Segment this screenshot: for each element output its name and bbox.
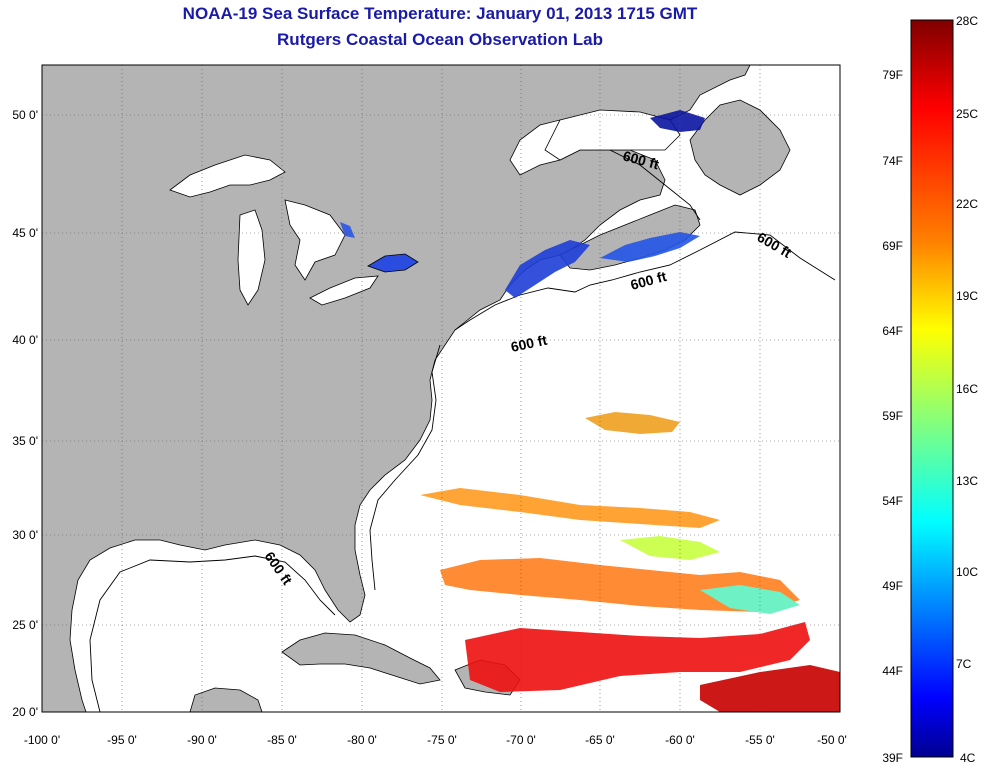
- fahrenheit-tick: 49F: [882, 579, 903, 593]
- celsius-tick: 10C: [956, 565, 978, 579]
- sst-warm-33n: [420, 488, 720, 528]
- sst-overlay: [340, 110, 840, 712]
- lat-tick: 30 0': [12, 528, 38, 542]
- lat-tick: 25 0': [12, 618, 38, 632]
- sst-hot-22n: [465, 622, 810, 692]
- celsius-tick: 25C: [956, 107, 978, 121]
- sst-cold-scotian: [600, 232, 700, 262]
- isobath-600ft: [89, 149, 836, 713]
- fahrenheit-tick: 44F: [882, 664, 903, 678]
- celsius-tick: 19C: [956, 289, 978, 303]
- lake-huron: [284, 199, 346, 281]
- colorbar-celsius-labels: 28C 25C 22C 19C 16C 13C 10C 7C 4C: [956, 14, 978, 765]
- colorbar-fahrenheit-labels: 79F 74F 69F 64F 59F 54F 49F 44F 39F: [882, 68, 903, 765]
- sst-cold-gulf-of-maine: [505, 240, 590, 298]
- celsius-tick: 7C: [956, 657, 972, 671]
- lon-tick: -50 0': [817, 733, 847, 747]
- longitude-axis: -100 0' -95 0' -90 0' -85 0' -80 0' -75 …: [24, 733, 847, 747]
- map-title: NOAA-19 Sea Surface Temperature: January…: [182, 4, 698, 23]
- land-nova-scotia: [559, 204, 701, 271]
- lat-tick: 40 0': [12, 333, 38, 347]
- celsius-tick: 22C: [956, 197, 978, 211]
- fahrenheit-tick: 79F: [882, 68, 903, 82]
- sst-cool-fringe: [700, 585, 800, 614]
- lon-tick: -80 0': [347, 733, 377, 747]
- lon-tick: -100 0': [24, 733, 60, 747]
- sst-mild-fringe: [620, 536, 720, 560]
- lon-tick: -55 0': [745, 733, 775, 747]
- map-frame: [41, 64, 841, 713]
- sst-warm-36n: [585, 412, 680, 434]
- fahrenheit-tick: 69F: [882, 239, 903, 253]
- lat-tick: 35 0': [12, 434, 38, 448]
- celsius-tick: 13C: [956, 474, 978, 488]
- lat-tick: 50 0': [12, 108, 38, 122]
- latitude-axis: 20 0' 25 0' 30 0' 35 0' 40 0' 45 0' 50 0…: [12, 108, 38, 719]
- lake-erie: [309, 275, 379, 306]
- lon-tick: -75 0': [427, 733, 457, 747]
- colorbar: 28C 25C 22C 19C 16C 13C 10C 7C 4C 79F 74…: [882, 14, 978, 765]
- land-newfoundland: [689, 99, 791, 196]
- land-yucatan: [189, 687, 263, 712]
- fahrenheit-tick: 54F: [882, 494, 903, 508]
- gulf-of-st-lawrence: [544, 109, 681, 161]
- fahrenheit-tick: 64F: [882, 324, 903, 338]
- celsius-tick: 16C: [956, 382, 978, 396]
- lake-superior: [169, 154, 286, 198]
- sst-cold-gulf-st-lawrence: [650, 110, 705, 132]
- graticule: [42, 65, 840, 712]
- lon-tick: -95 0': [107, 733, 137, 747]
- fahrenheit-tick: 74F: [882, 154, 903, 168]
- lon-tick: -85 0': [267, 733, 297, 747]
- sst-warm-28n: [440, 558, 800, 612]
- lon-tick: -90 0': [187, 733, 217, 747]
- map-subtitle: Rutgers Coastal Ocean Observation Lab: [277, 30, 603, 49]
- lon-tick: -70 0': [506, 733, 536, 747]
- sst-cold-great-lakes: [340, 222, 355, 238]
- lake-ontario: [367, 253, 419, 273]
- lake-michigan: [237, 209, 266, 306]
- land-cuba: [281, 632, 441, 685]
- land-north-america: [42, 65, 751, 712]
- lon-tick: -65 0': [585, 733, 615, 747]
- colorbar-gradient: [910, 19, 954, 758]
- fahrenheit-tick: 39F: [882, 751, 903, 765]
- isobath-label: 600 ft: [509, 332, 548, 355]
- lat-tick: 45 0': [12, 226, 38, 240]
- celsius-tick: 4C: [960, 751, 976, 765]
- lat-tick: 20 0': [12, 705, 38, 719]
- celsius-tick: 28C: [956, 14, 978, 28]
- sst-hottest-20n: [700, 665, 840, 712]
- fahrenheit-tick: 59F: [882, 409, 903, 423]
- lon-tick: -60 0': [665, 733, 695, 747]
